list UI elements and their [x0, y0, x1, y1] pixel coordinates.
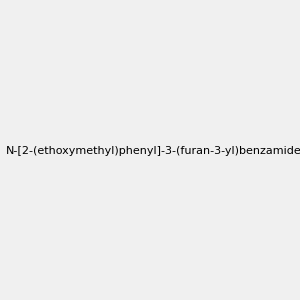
Text: N-[2-(ethoxymethyl)phenyl]-3-(furan-3-yl)benzamide: N-[2-(ethoxymethyl)phenyl]-3-(furan-3-yl…	[6, 146, 300, 157]
